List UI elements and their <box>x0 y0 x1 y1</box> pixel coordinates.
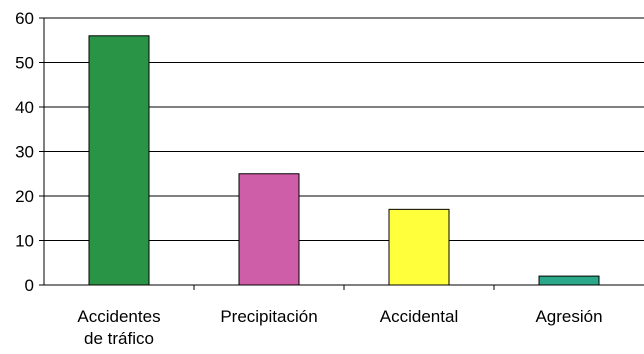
y-tick-label: 10 <box>15 232 34 251</box>
bar-2 <box>238 173 300 286</box>
axes <box>39 17 644 290</box>
y-tick-label: 60 <box>15 9 34 28</box>
y-tick-label: 20 <box>15 187 34 206</box>
x-tick-label: de tráfico <box>84 329 154 348</box>
bars <box>88 35 600 286</box>
x-tick-label: Precipitación <box>220 307 317 326</box>
y-tick-label: 30 <box>15 143 34 162</box>
y-tick-label: 50 <box>15 54 34 73</box>
y-tick-label: 40 <box>15 98 34 117</box>
x-tick-label: Accidental <box>380 307 458 326</box>
bar-4 <box>538 275 600 286</box>
bar-1 <box>88 35 150 286</box>
x-tick-label: Accidentes <box>77 307 160 326</box>
bar-3 <box>388 208 450 286</box>
y-tick-labels: 0 10 20 30 40 50 60 <box>15 9 34 295</box>
y-tick-label: 0 <box>25 276 34 295</box>
x-tick-label: Agresión <box>535 307 602 326</box>
x-tick-labels: Accidentes de tráfico Precipitación Acciden… <box>77 307 602 348</box>
